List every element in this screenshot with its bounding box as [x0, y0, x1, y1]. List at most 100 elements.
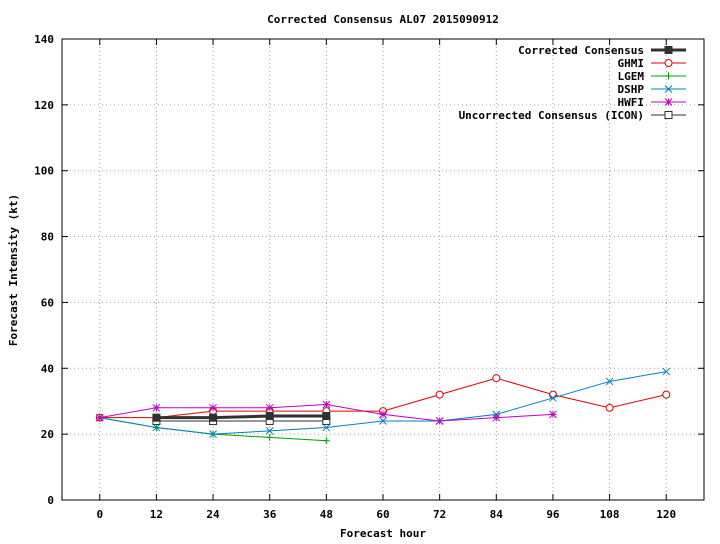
- marker-shape: [664, 98, 673, 106]
- data-point: [152, 423, 161, 432]
- data-point: [605, 403, 614, 412]
- marker-shape: [322, 400, 331, 409]
- y-tick-label: 100: [34, 165, 54, 178]
- data-point: [95, 413, 104, 422]
- data-point: [322, 400, 331, 409]
- legend-entry-lgem: LGEM: [618, 70, 686, 83]
- legend-marker: [664, 59, 673, 67]
- marker-shape: [152, 413, 161, 422]
- marker-shape: [435, 390, 444, 399]
- marker-shape: [379, 417, 387, 425]
- marker-shape: [662, 367, 671, 376]
- data-point: [549, 410, 557, 419]
- y-tick-label: 60: [41, 296, 54, 309]
- marker-shape: [209, 430, 217, 438]
- legend-label: Corrected Consensus: [518, 44, 644, 57]
- data-point: [322, 423, 331, 432]
- series-corrected-consensus: [152, 412, 331, 422]
- marker-shape: [492, 374, 501, 383]
- data-point: [492, 413, 501, 422]
- y-axis-label: Forecast Intensity (kt): [7, 194, 20, 346]
- x-tick-label: 84: [490, 508, 504, 521]
- legend-label: DSHP: [618, 83, 645, 96]
- data-point: [265, 426, 274, 435]
- data-point: [492, 374, 501, 383]
- data-point: [379, 417, 387, 425]
- marker-shape: [265, 403, 274, 412]
- marker-shape: [152, 403, 161, 412]
- x-axis-label: Forecast hour: [340, 527, 426, 540]
- legend: Corrected ConsensusGHMILGEMDSHPHWFIUncor…: [459, 44, 686, 122]
- data-point: [209, 413, 218, 422]
- marker-shape: [605, 403, 614, 412]
- data-point: [605, 377, 614, 386]
- x-tick-label: 60: [376, 508, 389, 521]
- legend-entry-ghmi: GHMI: [618, 57, 686, 70]
- data-point: [379, 410, 387, 419]
- data-point: [209, 430, 217, 438]
- legend-label: GHMI: [618, 57, 645, 70]
- marker-shape: [664, 85, 673, 93]
- marker-shape: [549, 410, 557, 419]
- series-layer: [95, 367, 671, 445]
- marker-shape: [549, 394, 557, 402]
- axes: 0 12 24 36 48 60 72 84 96 108 120 0 20 40 60 80 100 120 14…: [34, 33, 705, 521]
- legend-marker: [664, 98, 673, 106]
- legend-entry-dshp: DSHP: [618, 83, 686, 96]
- marker-shape: [209, 403, 217, 412]
- legend-label: Uncorrected Consensus (ICON): [459, 109, 644, 122]
- y-tick-label: 120: [34, 99, 54, 112]
- y-tick-label: 80: [41, 231, 54, 244]
- x-tick-label: 108: [600, 508, 620, 521]
- legend-marker: [665, 72, 672, 80]
- data-point: [435, 390, 444, 399]
- marker-shape: [95, 413, 104, 422]
- data-point: [265, 412, 274, 421]
- marker-shape: [664, 59, 673, 67]
- marker-shape: [209, 413, 218, 422]
- data-point: [266, 433, 274, 441]
- legend-marker: [664, 111, 673, 119]
- series-hwfi: [95, 400, 557, 425]
- legend-label: LGEM: [618, 70, 645, 83]
- marker-shape: [265, 412, 274, 421]
- marker-shape: [265, 426, 274, 435]
- legend-entry-uncorrected-consensus-icon: Uncorrected Consensus (ICON): [459, 109, 686, 122]
- x-tick-label: 96: [546, 508, 560, 521]
- y-tick-label: 40: [41, 362, 54, 375]
- data-point: [152, 413, 161, 422]
- data-point: [265, 403, 274, 412]
- marker-shape: [379, 410, 387, 419]
- series-line: [156, 414, 327, 420]
- x-tick-label: 12: [150, 508, 163, 521]
- data-point: [209, 403, 217, 412]
- marker-shape: [152, 423, 161, 432]
- marker-shape: [322, 423, 331, 432]
- marker-shape: [664, 46, 673, 54]
- marker-shape: [322, 412, 331, 421]
- data-point: [322, 412, 331, 421]
- marker-shape: [664, 111, 673, 119]
- marker-shape: [435, 417, 444, 425]
- data-point: [662, 367, 671, 376]
- y-tick-label: 20: [41, 428, 54, 441]
- data-point: [549, 394, 557, 402]
- chart-title: Corrected Consensus AL07 2015090912: [267, 13, 499, 26]
- data-point: [152, 403, 161, 412]
- x-tick-label: 0: [96, 508, 103, 521]
- legend-entry-hwfi: HWFI: [618, 96, 686, 109]
- y-tick-label: 0: [47, 494, 54, 507]
- data-point: [322, 437, 330, 445]
- x-tick-label: 36: [263, 508, 277, 521]
- data-point: [435, 417, 444, 425]
- data-point: [662, 390, 671, 399]
- marker-shape: [662, 390, 671, 399]
- legend-marker: [664, 85, 673, 93]
- x-tick-label: 24: [206, 508, 220, 521]
- legend-marker: [664, 46, 673, 54]
- x-tick-label: 120: [656, 508, 676, 521]
- x-tick-label: 48: [320, 508, 333, 521]
